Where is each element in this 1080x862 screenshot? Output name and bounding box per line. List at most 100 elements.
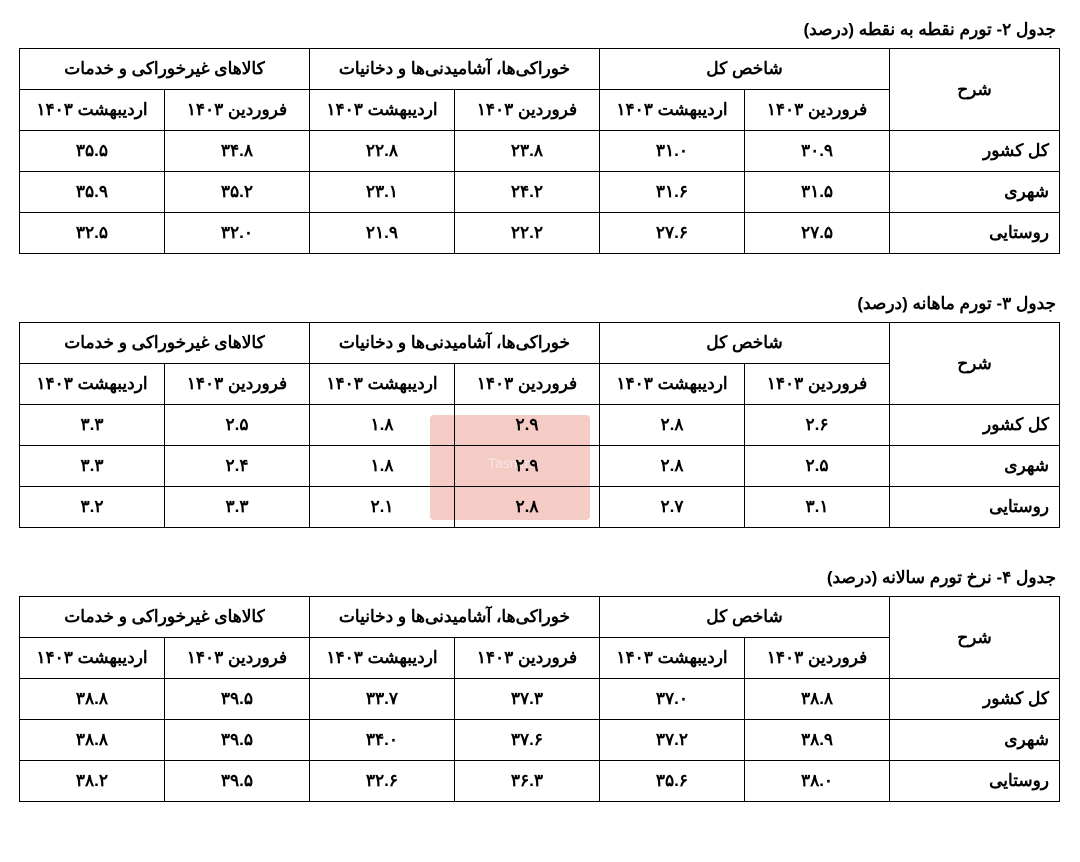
- cell: ۳۵.۶: [599, 761, 744, 802]
- cell: ۲۷.۵: [745, 213, 890, 254]
- col-total-m1: فروردین ۱۴۰۳: [745, 638, 890, 679]
- cell: ۲۱.۹: [309, 213, 454, 254]
- col-desc: شرح: [890, 597, 1060, 679]
- col-total-m2: اردیبهشت ۱۴۰۳: [599, 638, 744, 679]
- cell: ۳.۱: [745, 487, 890, 528]
- tables-container: جدول ۲- تورم نقطه به نقطه (درصد) شرح شاخ…: [20, 20, 1060, 802]
- row-label-rural: روستایی: [890, 213, 1060, 254]
- table-2-block: جدول ۲- تورم نقطه به نقطه (درصد) شرح شاخ…: [20, 20, 1060, 254]
- col-nonfood-m2: اردیبهشت ۱۴۰۳: [19, 364, 164, 405]
- cell: ۲.۷: [599, 487, 744, 528]
- cell: ۳۵.۹: [19, 172, 164, 213]
- row-label-rural: روستایی: [890, 761, 1060, 802]
- table-4: شرح شاخص کل خوراکی‌ها، آشامیدنی‌ها و دخا…: [19, 596, 1060, 802]
- row-label-urban: شهری: [890, 172, 1060, 213]
- table-header-row-1: شرح شاخص کل خوراکی‌ها، آشامیدنی‌ها و دخا…: [19, 597, 1059, 638]
- col-desc: شرح: [890, 49, 1060, 131]
- col-desc: شرح: [890, 323, 1060, 405]
- col-total-m1: فروردین ۱۴۰۳: [745, 90, 890, 131]
- cell: ۲.۱: [309, 487, 454, 528]
- row-label-country: کل کشور: [890, 405, 1060, 446]
- col-food: خوراکی‌ها، آشامیدنی‌ها و دخانیات: [309, 49, 599, 90]
- cell: ۳۴.۸: [164, 131, 309, 172]
- col-nonfood: کالاهای غیرخوراکی و خدمات: [19, 323, 309, 364]
- col-total-m2: اردیبهشت ۱۴۰۳: [599, 90, 744, 131]
- table-row: کل کشور ۲.۶ ۲.۸ ۲.۹ ۱.۸ ۲.۵ ۳.۳: [19, 405, 1059, 446]
- cell: ۲.۹: [454, 405, 599, 446]
- row-label-country: کل کشور: [890, 679, 1060, 720]
- cell: ۱.۸: [309, 446, 454, 487]
- cell: ۳۸.۲: [19, 761, 164, 802]
- table-row: روستایی ۳۸.۰ ۳۵.۶ ۳۶.۳ ۳۲.۶ ۳۹.۵ ۳۸.۲: [19, 761, 1059, 802]
- cell: ۳۰.۹: [745, 131, 890, 172]
- cell: ۲۲.۲: [454, 213, 599, 254]
- cell: ۳۸.۹: [745, 720, 890, 761]
- col-food-m1: فروردین ۱۴۰۳: [454, 364, 599, 405]
- cell: ۳۸.۸: [19, 720, 164, 761]
- cell: ۲.۶: [745, 405, 890, 446]
- cell: ۲۴.۲: [454, 172, 599, 213]
- table-3: شرح شاخص کل خوراکی‌ها، آشامیدنی‌ها و دخا…: [19, 322, 1060, 528]
- cell: ۳۹.۵: [164, 679, 309, 720]
- col-food-m2: اردیبهشت ۱۴۰۳: [309, 364, 454, 405]
- row-label-rural: روستایی: [890, 487, 1060, 528]
- table-header-row-1: شرح شاخص کل خوراکی‌ها، آشامیدنی‌ها و دخا…: [19, 323, 1059, 364]
- cell: ۲۲.۸: [309, 131, 454, 172]
- table-3-block: جدول ۳- تورم ماهانه (درصد) شرح شاخص کل خ…: [20, 294, 1060, 528]
- table-4-block: جدول ۴- نرخ تورم سالانه (درصد) شرح شاخص …: [20, 568, 1060, 802]
- table-2-title: جدول ۲- تورم نقطه به نقطه (درصد): [20, 20, 1060, 40]
- col-total: شاخص کل: [599, 49, 889, 90]
- cell: ۲.۸: [599, 405, 744, 446]
- col-food-m1: فروردین ۱۴۰۳: [454, 90, 599, 131]
- cell: ۳۷.۳: [454, 679, 599, 720]
- cell: ۲.۴: [164, 446, 309, 487]
- cell: ۳۱.۶: [599, 172, 744, 213]
- row-label-urban: شهری: [890, 720, 1060, 761]
- cell: ۲.۸: [454, 487, 599, 528]
- cell: ۳۶.۳: [454, 761, 599, 802]
- cell: ۲۳.۸: [454, 131, 599, 172]
- cell: ۳۴.۰: [309, 720, 454, 761]
- table-4-title: جدول ۴- نرخ تورم سالانه (درصد): [20, 568, 1060, 588]
- cell: ۲۷.۶: [599, 213, 744, 254]
- col-nonfood: کالاهای غیرخوراکی و خدمات: [19, 597, 309, 638]
- table-row: شهری ۳۸.۹ ۳۷.۲ ۳۷.۶ ۳۴.۰ ۳۹.۵ ۳۸.۸: [19, 720, 1059, 761]
- cell: ۳۲.۶: [309, 761, 454, 802]
- table-header-row-1: شرح شاخص کل خوراکی‌ها، آشامیدنی‌ها و دخا…: [19, 49, 1059, 90]
- cell: ۳۱.۰: [599, 131, 744, 172]
- cell: ۲.۵: [164, 405, 309, 446]
- row-label-country: کل کشور: [890, 131, 1060, 172]
- cell: ۳۸.۰: [745, 761, 890, 802]
- col-food-m1: فروردین ۱۴۰۳: [454, 638, 599, 679]
- cell: ۳۹.۵: [164, 720, 309, 761]
- table-row: شهری ۳۱.۵ ۳۱.۶ ۲۴.۲ ۲۳.۱ ۳۵.۲ ۳۵.۹: [19, 172, 1059, 213]
- cell: ۳۹.۵: [164, 761, 309, 802]
- cell: ۲.۹: [454, 446, 599, 487]
- col-food: خوراکی‌ها، آشامیدنی‌ها و دخانیات: [309, 323, 599, 364]
- cell: ۳۲.۵: [19, 213, 164, 254]
- cell: ۲.۵: [745, 446, 890, 487]
- cell: ۳۲.۰: [164, 213, 309, 254]
- col-total-m2: اردیبهشت ۱۴۰۳: [599, 364, 744, 405]
- cell: ۳۵.۵: [19, 131, 164, 172]
- col-food-m2: اردیبهشت ۱۴۰۳: [309, 90, 454, 131]
- col-total-m1: فروردین ۱۴۰۳: [745, 364, 890, 405]
- cell: ۳.۳: [19, 405, 164, 446]
- col-food-m2: اردیبهشت ۱۴۰۳: [309, 638, 454, 679]
- table-row: شهری ۲.۵ ۲.۸ ۲.۹ ۱.۸ ۲.۴ ۳.۳: [19, 446, 1059, 487]
- cell: ۲۳.۱: [309, 172, 454, 213]
- cell: ۳.۳: [164, 487, 309, 528]
- cell: ۳۷.۰: [599, 679, 744, 720]
- table-2: شرح شاخص کل خوراکی‌ها، آشامیدنی‌ها و دخا…: [19, 48, 1060, 254]
- cell: ۳۸.۸: [19, 679, 164, 720]
- col-nonfood-m2: اردیبهشت ۱۴۰۳: [19, 638, 164, 679]
- cell: ۳.۳: [19, 446, 164, 487]
- col-nonfood-m1: فروردین ۱۴۰۳: [164, 638, 309, 679]
- cell: ۲.۸: [599, 446, 744, 487]
- cell: ۳۵.۲: [164, 172, 309, 213]
- col-total: شاخص کل: [599, 597, 889, 638]
- col-nonfood-m1: فروردین ۱۴۰۳: [164, 90, 309, 131]
- col-nonfood-m2: اردیبهشت ۱۴۰۳: [19, 90, 164, 131]
- cell: ۳۳.۷: [309, 679, 454, 720]
- col-nonfood-m1: فروردین ۱۴۰۳: [164, 364, 309, 405]
